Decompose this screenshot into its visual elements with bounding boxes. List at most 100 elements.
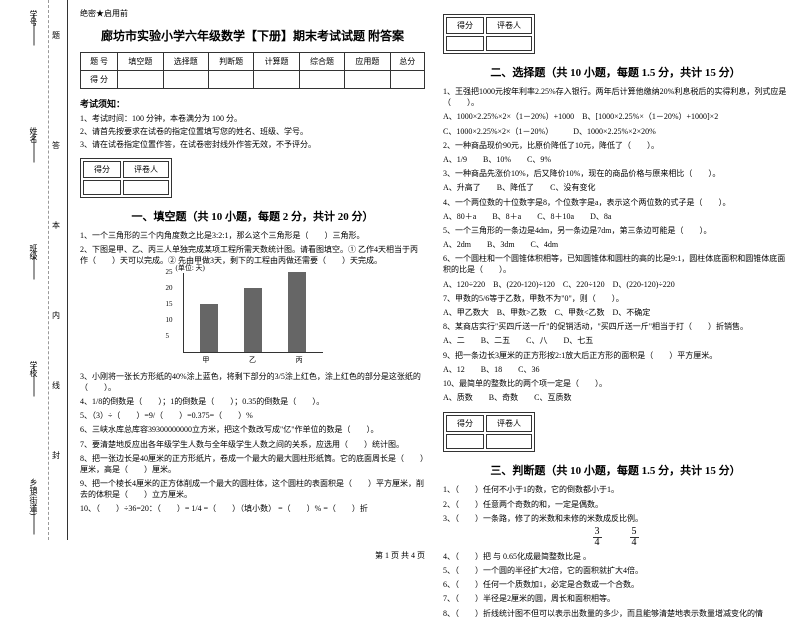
vmark: 本 <box>52 220 60 231</box>
secret-label: 绝密★启用前 <box>80 8 425 19</box>
section2-heading: 二、选择题（共 10 小题，每题 1.5 分，共计 15 分） <box>443 64 788 80</box>
cell: 判断题 <box>208 53 253 71</box>
q: A、120÷220 B、(220-120)÷120 C、220÷120 D、(2… <box>443 279 788 290</box>
fraction: 54 <box>630 527 639 548</box>
xlabel: 丙 <box>296 355 303 365</box>
ytick: 20 <box>166 284 173 292</box>
ytick: 25 <box>166 268 173 276</box>
q: C、1000×2.25%×2×（1－20%） D、1000×2.25%×2×20… <box>443 126 788 137</box>
cell <box>446 36 484 51</box>
cell: 题 号 <box>81 53 118 71</box>
q: 7、甲数的5/6等于乙数，甲数不为"0"，则（ ）。 <box>443 293 788 304</box>
cell: 得分 <box>446 415 484 432</box>
right-column: 得分 评卷人 二、选择题（共 10 小题，每题 1.5 分，共计 15 分） 1… <box>443 8 788 532</box>
cell <box>486 36 532 51</box>
den: 4 <box>630 538 639 548</box>
q: A、12 B、18 C、36 <box>443 364 788 375</box>
q: 3、小刚将一张长方形纸的40%涂上蓝色，将剩下部分的3/5涂上红色，涂上红色的部… <box>80 371 425 393</box>
q: 4、一个两位数的十位数字是8，个位数字是a，表示这个两位数的式子是（ ）。 <box>443 197 788 208</box>
note-item: 2、请首先按要求在试卷的指定位置填写您的姓名、班级、学号。 <box>80 126 425 137</box>
cell <box>486 434 532 449</box>
den: 4 <box>593 538 602 548</box>
cell: 评卷人 <box>486 415 532 432</box>
xlabels: 甲 乙 丙 <box>183 355 323 365</box>
cell <box>390 71 424 89</box>
cell <box>299 71 344 89</box>
cell: 选择题 <box>163 53 208 71</box>
q: A、2dm B、3dm C、4dm <box>443 239 788 250</box>
q: 1、王强把1000元按年利率2.25%存入银行。两年后计算他缴纳20%利息税后的… <box>443 86 788 108</box>
cell <box>118 71 163 89</box>
fraction: 34 <box>593 527 602 548</box>
q: A、1/9 B、10% C、9% <box>443 154 788 165</box>
xlabel: 甲 <box>202 355 209 365</box>
q: 7、要清楚地反应出各年级学生人数与全年级学生人数之间的关系，应选用（ ）统计图。 <box>80 439 425 450</box>
cell: 应用题 <box>345 53 390 71</box>
q: 4、1/8的倒数是（ ）；1的倒数是（ ）；0.35的倒数是（ ）。 <box>80 396 425 407</box>
notes-heading: 考试须知： <box>80 97 425 110</box>
q: 1、（ ）任何不小于1的数，它的倒数都小于1。 <box>443 484 788 495</box>
field-school: 学校 <box>19 361 49 382</box>
dashed-line <box>48 0 49 540</box>
blank <box>33 249 34 279</box>
q: 10、最简单的整数比的两个项一定是（ ）。 <box>443 378 788 389</box>
ytick: 5 <box>166 332 170 340</box>
bar <box>200 304 218 352</box>
cell <box>123 180 169 195</box>
q: 1、一个三角形的三个内角度数之比是3:2:1，那么这个三角形是（ ）三角形。 <box>80 230 425 241</box>
q: 6、（ ）任何一个质数加1，必定是合数或一个合数。 <box>443 579 788 590</box>
q: 5、（ ）一个圆的半径扩大2倍，它的面积就扩大4倍。 <box>443 565 788 576</box>
fractions: 34 54 <box>443 527 788 548</box>
q: A、质数 B、奇数 C、互质数 <box>443 392 788 403</box>
blank <box>33 504 34 534</box>
exam-title: 廊坊市实验小学六年级数学【下册】期末考试试题 附答案 <box>80 27 425 44</box>
field-name: 姓名 <box>19 127 49 148</box>
q: 8、某商店实行"买四斤送一斤"的促销活动，"买四斤送一斤"相当于打（ ）折销售。 <box>443 321 788 332</box>
blank <box>33 132 34 162</box>
cell: 得 分 <box>81 71 118 89</box>
q: 6、三峡水库总库容39300000000立方米，把这个数改写成"亿"作单位的数是… <box>80 424 425 435</box>
bar <box>244 288 262 352</box>
q: 5、（3）÷（ ）=9/（ ）=0.375=（ ）% <box>80 410 425 421</box>
blank <box>33 16 34 46</box>
cell: 得分 <box>83 161 121 178</box>
bar <box>288 272 306 352</box>
vmark: 题 <box>52 30 60 41</box>
q: A、二 B、二五 C、八 D、七五 <box>443 335 788 346</box>
ytick: 15 <box>166 300 173 308</box>
cell <box>446 434 484 449</box>
q: 8、把一张边长是40厘米的正方形纸片，卷成一个最大的最大圆柱形纸筒。它的底面周长… <box>80 453 425 475</box>
cell <box>208 71 253 89</box>
bar-chart: (单位: 天) 25 20 15 10 5 甲 乙 丙 <box>183 273 323 365</box>
q: A、80＋a B、8＋a C、8＋10a D、8a <box>443 211 788 222</box>
page-footer: 第 1 页 共 4 页 <box>0 550 800 561</box>
q: 6、一个圆柱和一个圆锥体积相等，已知圆锥体和圆柱的高的比是9:1，圆柱体底面积和… <box>443 253 788 275</box>
binding-gutter: 题 答 本 内 线 封 学号 姓名 班级 学校 乡镇(街道) <box>0 0 68 540</box>
q: 2、（ ）任意两个奇数的和，一定是偶数。 <box>443 499 788 510</box>
cell: 计算题 <box>254 53 299 71</box>
section3-heading: 三、判断题（共 10 小题，每题 1.5 分，共计 15 分） <box>443 462 788 478</box>
q: 3、（ ）一条路，修了的米数和未修的米数成反比例。 <box>443 513 788 524</box>
q: A、1000×2.25%×2×（1－20%）+1000 B、[1000×2.25… <box>443 111 788 122</box>
field-class: 班级 <box>19 244 49 265</box>
vmark: 线 <box>52 380 60 391</box>
q: 9、把一个棱长4厘米的正方体削成一个最大的圆柱体，这个圆柱的表面积是（ ）平方厘… <box>80 478 425 500</box>
cell: 综合题 <box>299 53 344 71</box>
xlabel: 乙 <box>249 355 256 365</box>
vmark: 封 <box>52 450 60 461</box>
note-item: 1、考试时间：100 分钟，本卷满分为 100 分。 <box>80 113 425 124</box>
note-item: 3、请在试卷指定位置作答，在试卷密封线外作答无效，不予评分。 <box>80 139 425 150</box>
q: 10、（ ）÷36=20：（ ）= 1/4 =（ ）（填小数） =（ ）% =（… <box>80 503 425 514</box>
q: 5、一个三角形的一条边是4dm，另一条边是7dm，第三条边可能是（ ）。 <box>443 225 788 236</box>
field-id: 学号 <box>19 10 49 31</box>
cell: 填空题 <box>118 53 163 71</box>
section1-heading: 一、填空题（共 10 小题，每题 2 分，共计 20 分） <box>80 208 425 224</box>
table-row: 题 号 填空题 选择题 判断题 计算题 综合题 应用题 总分 <box>81 53 425 71</box>
cell: 总分 <box>390 53 424 71</box>
page: 题 答 本 内 线 封 学号 姓名 班级 学校 乡镇(街道) 绝密★启用前 廊坊… <box>0 0 800 540</box>
score-table: 题 号 填空题 选择题 判断题 计算题 综合题 应用题 总分 得 分 <box>80 52 425 89</box>
scorebox: 得分 评卷人 <box>443 14 535 54</box>
left-column: 绝密★启用前 廊坊市实验小学六年级数学【下册】期末考试试题 附答案 题 号 填空… <box>80 8 425 532</box>
field-town: 乡镇(街道) <box>19 478 49 520</box>
content: 绝密★启用前 廊坊市实验小学六年级数学【下册】期末考试试题 附答案 题 号 填空… <box>68 0 800 540</box>
